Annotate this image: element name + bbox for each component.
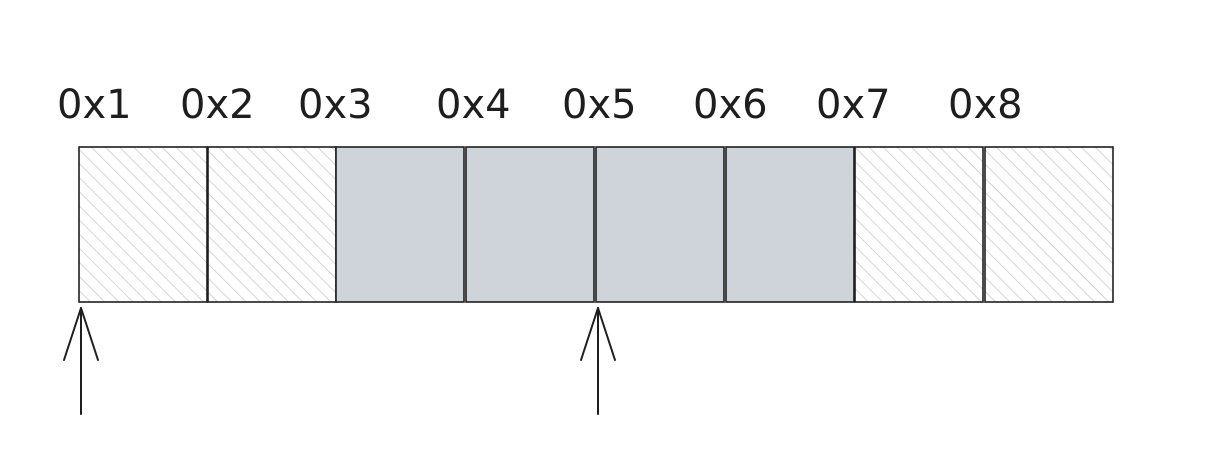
pointer-at-0x5-head [580,307,616,361]
address-label-0x4: 0x4 [436,82,511,128]
memory-cell-0x4 [465,146,595,303]
address-label-0x5: 0x5 [562,82,637,128]
address-label-0x7: 0x7 [816,82,891,128]
address-labels: 0x1 0x2 0x3 0x4 0x5 0x6 0x7 0x8 [57,82,1023,128]
memory-cell-0x7 [854,146,984,303]
memory-cell-0x5 [595,146,725,303]
pointer-at-0x5 [580,307,616,415]
memory-cell-0x6 [725,146,855,303]
address-label-0x2: 0x2 [180,82,255,128]
memory-cell-0x2 [207,146,337,303]
memory-cells [78,146,1114,303]
memory-cell-0x1 [78,146,208,303]
address-label-0x1: 0x1 [57,82,132,128]
memory-cell-0x3 [335,146,465,303]
address-label-0x8: 0x8 [948,82,1023,128]
address-label-0x3: 0x3 [298,82,373,128]
pointers [63,307,616,415]
address-label-0x6: 0x6 [693,82,768,128]
pointer-at-0x1 [63,307,99,415]
pointer-at-0x1-head [63,307,99,361]
memory-cell-0x8 [984,146,1114,303]
